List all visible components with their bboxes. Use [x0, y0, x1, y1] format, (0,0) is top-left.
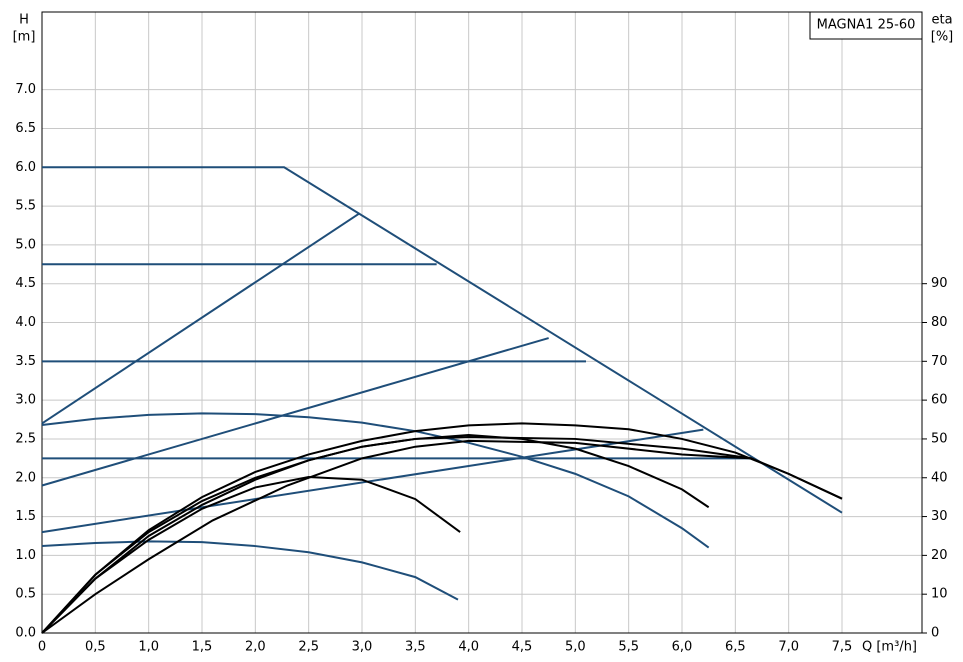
y-tick-label: 5.5: [15, 199, 36, 214]
y2-tick-label: 80: [931, 315, 948, 330]
y-tick-label: 6.5: [15, 121, 36, 136]
y-label: H: [19, 13, 29, 28]
x-tick-label: 1,5: [192, 640, 213, 655]
x-tick-label: 7,0: [778, 640, 799, 655]
y-tick-label: 1.0: [15, 548, 36, 563]
y2-tick-label: 40: [931, 470, 948, 485]
curve: [42, 166, 843, 514]
y2-label: eta: [931, 13, 952, 28]
x-tick-label: 1,0: [138, 640, 159, 655]
y-tick-label: 5.0: [15, 237, 36, 252]
y-tick-label: 0.0: [15, 626, 36, 641]
y-tick-label: 4.5: [15, 276, 36, 291]
y-tick-label: 3.5: [15, 354, 36, 369]
curve: [41, 434, 710, 634]
y-tick-label: 2.0: [15, 470, 36, 485]
y2-tick-label: 50: [931, 431, 948, 446]
legend-title: MAGNA1 25-60: [817, 18, 916, 33]
y-tick-label: 4.0: [15, 315, 36, 330]
y2-tick-label: 20: [931, 548, 948, 563]
y2-tick-label: 0: [931, 626, 939, 641]
x-tick-label: 5,0: [565, 640, 586, 655]
x-label: Q [m³/h]: [862, 640, 917, 655]
y2-unit: [%]: [931, 30, 954, 45]
curve: [41, 412, 710, 549]
legend-box: [809, 11, 923, 40]
y-tick-label: 1.5: [15, 509, 36, 524]
y-tick-label: 3.0: [15, 393, 36, 408]
y2-tick-label: 70: [931, 354, 948, 369]
curve: [41, 428, 704, 534]
curve: [41, 435, 843, 634]
curve: [41, 422, 843, 634]
curve: [41, 475, 461, 634]
x-tick-label: 2,0: [245, 640, 266, 655]
y2-tick-label: 30: [931, 509, 948, 524]
x-tick-label: 6,0: [672, 640, 693, 655]
x-tick-label: 5,5: [618, 640, 639, 655]
curve: [41, 337, 549, 487]
curve: [41, 540, 459, 601]
x-tick-label: 7,5: [832, 640, 853, 655]
x-tick-label: 2,5: [298, 640, 319, 655]
y-tick-label: 7.0: [15, 82, 36, 97]
curve: [41, 439, 752, 634]
y2-tick-label: 60: [931, 393, 948, 408]
curve: [41, 212, 360, 425]
y2-tick-label: 90: [931, 276, 948, 291]
y-tick-label: 2.5: [15, 431, 36, 446]
x-tick-label: 4,5: [512, 640, 533, 655]
y2-tick-label: 10: [931, 587, 948, 602]
x-tick-label: 3,0: [352, 640, 373, 655]
x-tick-label: 6,5: [725, 640, 746, 655]
x-tick-label: 0,5: [85, 640, 106, 655]
x-tick-label: 3,5: [405, 640, 426, 655]
y-tick-label: 0.5: [15, 587, 36, 602]
y-tick-label: 6.0: [15, 160, 36, 175]
plot-frame: [41, 11, 923, 634]
y-unit: [m]: [13, 30, 36, 45]
x-tick-label: 0: [38, 640, 46, 655]
x-tick-label: 4,0: [458, 640, 479, 655]
